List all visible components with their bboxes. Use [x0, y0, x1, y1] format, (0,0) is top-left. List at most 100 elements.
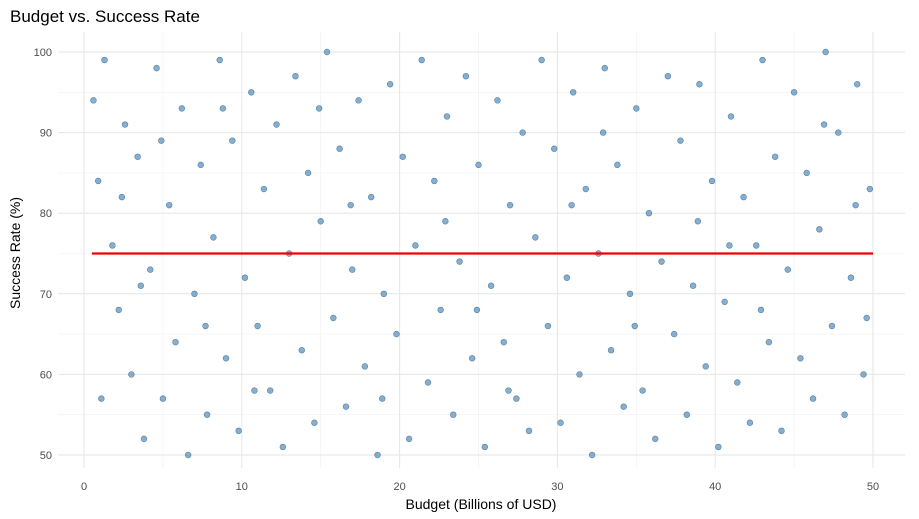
scatter-point: [765, 338, 773, 346]
grid-lines: [58, 32, 905, 468]
y-tick-label: 70: [40, 289, 52, 301]
scatter-point: [740, 193, 747, 201]
scatter-point: [393, 330, 400, 338]
scatter-point: [178, 105, 186, 112]
scatter-point: [532, 234, 539, 241]
scatter-point: [380, 290, 388, 297]
scatter-point: [689, 282, 697, 289]
scatter-point: [645, 210, 653, 217]
scatter-point: [753, 242, 760, 249]
y-tick-label: 90: [40, 128, 52, 140]
scatter-point: [746, 419, 754, 426]
scatter-point: [134, 153, 141, 160]
scatter-point: [405, 435, 413, 443]
scatter-point: [317, 218, 324, 225]
x-tick-label: 10: [236, 481, 248, 493]
scatter-point: [500, 338, 507, 346]
scatter-point: [696, 81, 703, 88]
scatter-point: [235, 427, 242, 435]
scatter-point: [273, 121, 280, 128]
scatter-point: [582, 185, 589, 193]
scatter-point: [137, 282, 145, 289]
scatter-point: [361, 363, 369, 370]
scatter-point: [631, 322, 638, 330]
scatter-point: [158, 137, 165, 144]
scatter-point: [379, 395, 386, 402]
scatter-point: [424, 379, 432, 386]
scatter-point: [854, 81, 861, 88]
scatter-point: [279, 443, 287, 451]
axis-ticks: 0 10 20 30 40 50 50 60 70 80 90 100: [34, 47, 879, 493]
scatter-point: [726, 242, 733, 249]
scatter-point: [315, 105, 323, 112]
scatter-point: [626, 290, 634, 297]
scatter-point: [412, 242, 419, 249]
scatter-point: [121, 121, 129, 128]
scatter-point: [342, 403, 350, 410]
scatter-point: [473, 306, 481, 314]
scatter-point: [852, 201, 859, 209]
scatter-point: [778, 427, 785, 435]
scatter-point: [544, 322, 552, 330]
y-tick-label: 50: [40, 450, 52, 462]
scatter-point: [513, 395, 520, 402]
scatter-point: [784, 266, 791, 273]
scatter-point: [487, 282, 495, 289]
scatter-point: [519, 129, 526, 136]
scatter-point: [702, 363, 709, 370]
scatter-point: [442, 218, 449, 225]
scatter-point: [94, 177, 102, 185]
scatter-point: [505, 387, 512, 394]
scatter-point: [664, 72, 672, 80]
scatter-point: [462, 72, 470, 80]
scatter-point: [330, 314, 337, 322]
scatter-point: [828, 322, 836, 330]
scatter-point: [538, 56, 545, 64]
scatter-point: [159, 395, 167, 402]
scatter-point: [222, 355, 230, 362]
scatter-point: [790, 89, 798, 96]
scatter-point: [797, 355, 804, 362]
scatter-point: [694, 218, 702, 225]
scatter-point: [835, 129, 842, 136]
scatter-point: [734, 379, 741, 386]
scatter-point: [450, 411, 457, 418]
scatter-point: [525, 427, 533, 435]
scatter-point: [822, 48, 829, 56]
scatter-point: [311, 419, 318, 426]
scatter-point: [248, 89, 255, 96]
scatter-point: [847, 274, 855, 281]
scatter-point: [197, 161, 204, 169]
scatter-point: [569, 89, 577, 96]
scatter-point: [90, 97, 97, 104]
scatter-point: [203, 411, 211, 418]
scatter-points: [90, 48, 874, 459]
scatter-point: [241, 274, 249, 281]
y-tick-label: 60: [40, 369, 52, 381]
scatter-point: [588, 451, 596, 459]
scatter-point: [620, 403, 627, 410]
scatter-point: [349, 266, 356, 273]
scatter-point: [191, 290, 198, 297]
scatter-point: [298, 347, 305, 354]
scatter-point: [128, 371, 135, 378]
scatter-point: [820, 121, 828, 128]
scatter-point: [109, 242, 116, 249]
x-tick-label: 40: [709, 481, 721, 493]
scatter-point: [841, 411, 848, 418]
scatter-point: [336, 145, 343, 152]
scatter-point: [374, 451, 381, 459]
scatter-point: [468, 355, 476, 362]
scatter-point: [202, 322, 209, 330]
scatter-point: [633, 105, 640, 112]
scatter-point: [323, 48, 331, 56]
x-tick-label: 0: [81, 481, 87, 493]
scatter-point: [481, 443, 489, 451]
scatter-point: [475, 161, 482, 169]
scatter-point: [771, 153, 779, 160]
scatter-point: [418, 56, 425, 64]
scatter-point: [115, 306, 122, 314]
scatter-point: [251, 387, 258, 394]
scatter-point: [216, 56, 223, 64]
